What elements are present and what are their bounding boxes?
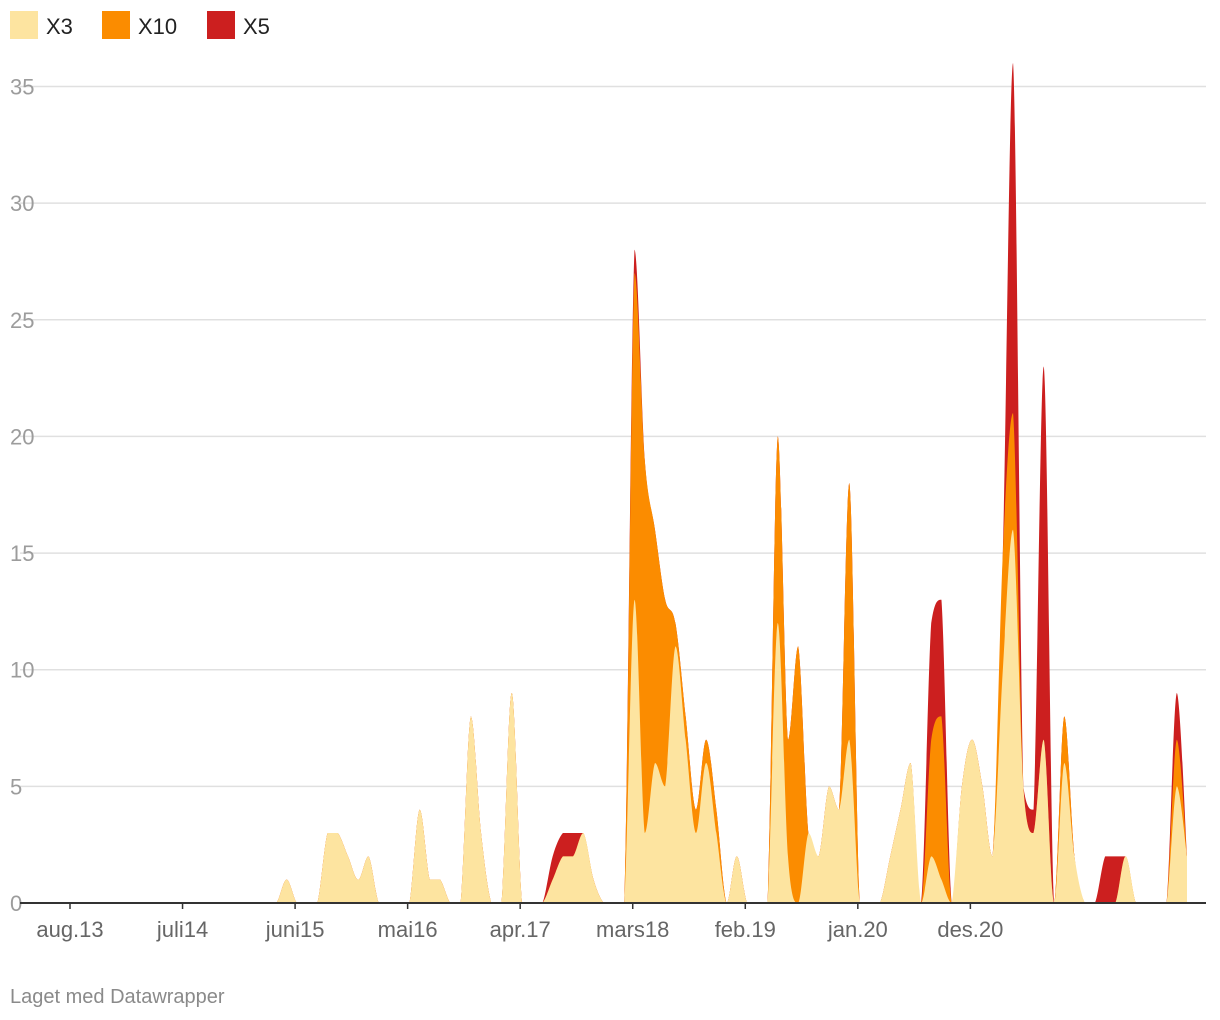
y-tick-label-5: 5 [10, 774, 22, 799]
x-tick-label: mars18 [596, 917, 669, 942]
x-tick-label: juni15 [265, 917, 325, 942]
area-series-x3 [82, 529, 1187, 903]
series-areas [82, 63, 1187, 904]
x-tick-label: aug.13 [36, 917, 103, 942]
x-tick-label: des.20 [937, 917, 1003, 942]
legend-swatch-x3 [10, 11, 38, 39]
x-axis-ticks: aug.13 juli14 juni15 mai16 apr.17 mars18 feb.1… [36, 903, 1003, 942]
legend-label-x3: X3 [46, 14, 73, 39]
legend: X3 X10 X5 [10, 11, 270, 39]
y-axis-ticks: 0 5 10 15 20 25 30 35 [10, 75, 34, 917]
y-tick-label-15: 15 [10, 541, 34, 566]
x-tick-label: jan.20 [827, 917, 888, 942]
legend-swatch-x10 [102, 11, 130, 39]
y-tick-label-35: 35 [10, 75, 34, 100]
y-tick-label-20: 20 [10, 424, 34, 449]
y-tick-label-10: 10 [10, 658, 34, 683]
x-tick-label: mai16 [378, 917, 438, 942]
area-series-x10 [82, 273, 1187, 904]
x-tick-label: apr.17 [490, 917, 551, 942]
x-tick-label: feb.19 [715, 917, 776, 942]
y-tick-label-25: 25 [10, 308, 34, 333]
credit-text: Laget med Datawrapper [10, 986, 225, 1008]
y-tick-label-0: 0 [10, 891, 22, 916]
legend-swatch-x5 [207, 11, 235, 39]
legend-label-x10: X10 [138, 14, 177, 39]
legend-label-x5: X5 [243, 14, 270, 39]
x-tick-label: juli14 [156, 917, 208, 942]
y-tick-label-30: 30 [10, 191, 34, 216]
gridlines [20, 85, 1206, 788]
